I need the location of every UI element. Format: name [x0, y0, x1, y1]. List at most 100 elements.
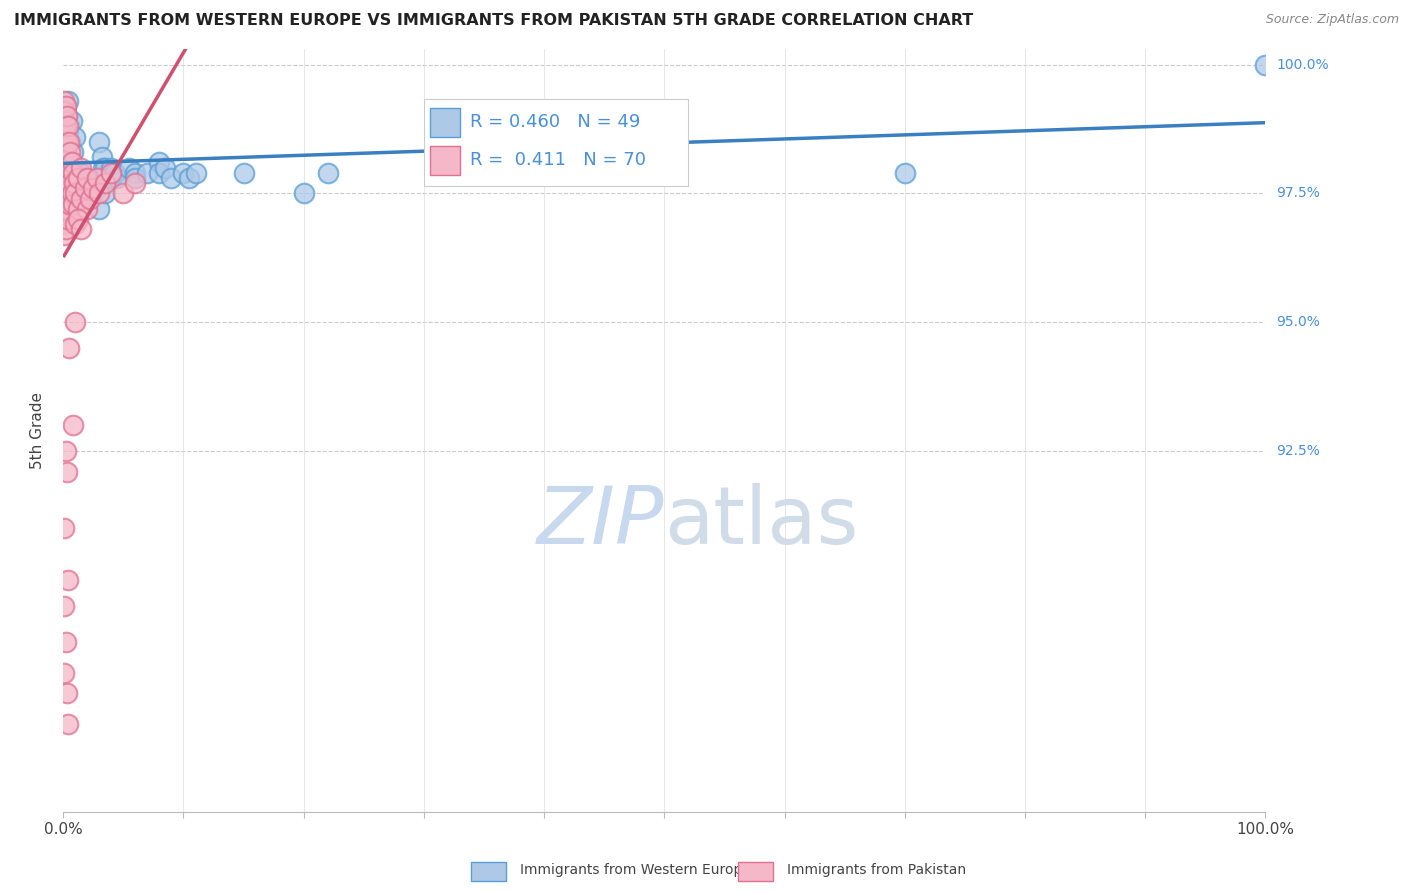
Point: [103, 166, 125, 180]
Point: [55, 120, 77, 134]
Point: [58, 120, 80, 134]
Point: [124, 166, 146, 180]
Point: [55, 99, 77, 113]
Point: [70, 222, 93, 236]
Point: [73, 181, 96, 195]
Point: [65, 129, 87, 144]
Point: [184, 166, 207, 180]
Point: [55, 634, 77, 648]
Point: [53, 145, 76, 160]
Point: [56, 135, 79, 149]
Point: [65, 161, 87, 175]
Point: [59, 176, 82, 190]
Point: [56, 465, 79, 479]
Point: [105, 170, 128, 185]
Point: [56, 717, 79, 731]
Point: [56, 94, 79, 108]
Point: [53, 114, 76, 128]
Point: [148, 166, 170, 180]
Point: [53, 665, 76, 680]
Point: [124, 170, 146, 185]
Point: [104, 166, 127, 180]
Point: [100, 170, 122, 185]
Point: [82, 186, 104, 201]
Point: [160, 170, 183, 185]
Point: [70, 192, 93, 206]
Point: [62, 145, 84, 160]
Point: [73, 170, 96, 185]
Point: [53, 176, 76, 190]
Point: [124, 176, 146, 190]
Point: [53, 94, 76, 108]
Point: [70, 161, 93, 175]
Point: [179, 170, 201, 185]
Point: [56, 120, 79, 134]
Point: [56, 686, 79, 700]
Point: [62, 196, 84, 211]
Point: [100, 161, 122, 175]
Point: [55, 222, 77, 236]
Point: [59, 135, 82, 149]
Point: [86, 181, 108, 195]
Point: [53, 155, 76, 169]
Point: [56, 573, 79, 587]
Point: [76, 170, 98, 185]
Text: 97.5%: 97.5%: [1277, 186, 1320, 201]
Point: [55, 444, 77, 458]
Point: [58, 166, 80, 180]
Text: 100.0%: 100.0%: [1277, 57, 1329, 71]
Point: [76, 176, 98, 190]
Point: [63, 176, 86, 190]
Point: [55, 120, 77, 134]
Point: [53, 207, 76, 221]
Point: [94, 186, 117, 201]
Point: [53, 196, 76, 211]
Point: [155, 161, 177, 175]
Point: [79, 192, 101, 206]
FancyBboxPatch shape: [425, 99, 689, 186]
Point: [58, 196, 80, 211]
Point: [76, 202, 98, 216]
Point: [94, 176, 117, 190]
Point: [53, 599, 76, 613]
Point: [56, 181, 79, 195]
Point: [56, 150, 79, 164]
Point: [112, 186, 135, 201]
Point: [66, 170, 89, 185]
Point: [118, 161, 141, 175]
Point: [91, 161, 114, 175]
Point: [316, 166, 339, 180]
Point: [89, 202, 111, 216]
Point: [172, 166, 194, 180]
Point: [53, 135, 76, 149]
Point: [62, 166, 84, 180]
Point: [53, 227, 76, 242]
Point: [53, 521, 76, 535]
Text: 92.5%: 92.5%: [1277, 444, 1320, 458]
Point: [89, 135, 111, 149]
Point: [65, 315, 87, 329]
Point: [55, 161, 77, 175]
Point: [90, 150, 112, 164]
Point: [94, 161, 117, 175]
Point: [59, 145, 82, 160]
Point: [232, 166, 254, 180]
FancyBboxPatch shape: [430, 108, 460, 136]
Point: [89, 186, 111, 201]
Point: [55, 202, 77, 216]
Point: [62, 418, 84, 433]
Point: [53, 109, 76, 123]
Point: [56, 161, 79, 175]
Point: [292, 186, 315, 201]
Point: [60, 114, 83, 128]
Point: [53, 103, 76, 118]
Text: Source: ZipAtlas.com: Source: ZipAtlas.com: [1265, 13, 1399, 27]
Point: [66, 212, 89, 227]
Point: [65, 217, 87, 231]
Point: [100, 166, 122, 180]
Point: [1254, 57, 1277, 71]
Point: [65, 186, 87, 201]
Point: [148, 155, 170, 169]
Point: [136, 166, 159, 180]
Point: [66, 202, 89, 216]
